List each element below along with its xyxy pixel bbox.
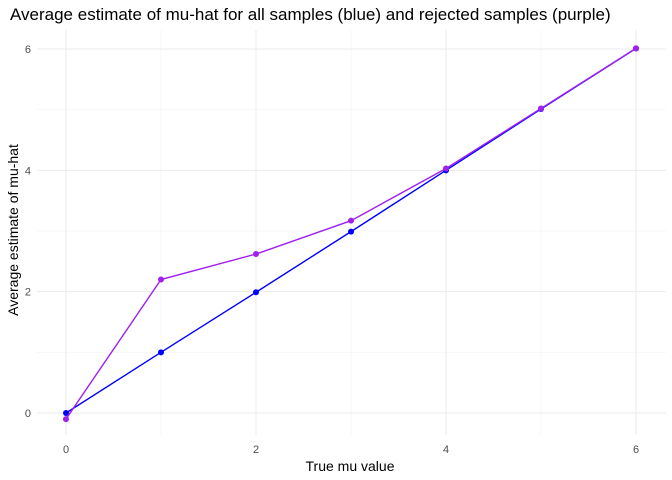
x-axis-label: True mu value — [306, 458, 395, 474]
y-tick-label: 6 — [25, 44, 31, 56]
data-point — [253, 251, 259, 258]
x-tick-label: 2 — [253, 444, 259, 456]
data-point — [253, 289, 259, 296]
x-tick-label: 6 — [633, 444, 639, 456]
data-point — [443, 165, 449, 172]
data-point — [348, 228, 354, 235]
x-tick-label: 0 — [63, 444, 69, 456]
chart-title: Average estimate of mu-hat for all sampl… — [10, 5, 611, 24]
x-tick-label: 4 — [443, 444, 449, 456]
x-tick-labels: 0 2 4 6 — [63, 444, 639, 456]
y-axis-label: Average estimate of mu-hat — [5, 144, 21, 316]
y-tick-label: 4 — [25, 165, 31, 177]
data-point — [63, 410, 69, 416]
data-point — [633, 45, 639, 52]
data-point — [158, 276, 164, 283]
data-point — [63, 416, 69, 423]
y-tick-label: 0 — [25, 408, 31, 420]
series-layer — [63, 45, 639, 423]
data-point — [348, 217, 354, 224]
data-point — [538, 105, 544, 112]
y-tick-label: 2 — [25, 287, 31, 299]
y-tick-labels: 0 2 4 6 — [25, 44, 31, 420]
grid — [37, 30, 666, 435]
series-2 — [63, 45, 639, 423]
data-point — [158, 349, 164, 356]
